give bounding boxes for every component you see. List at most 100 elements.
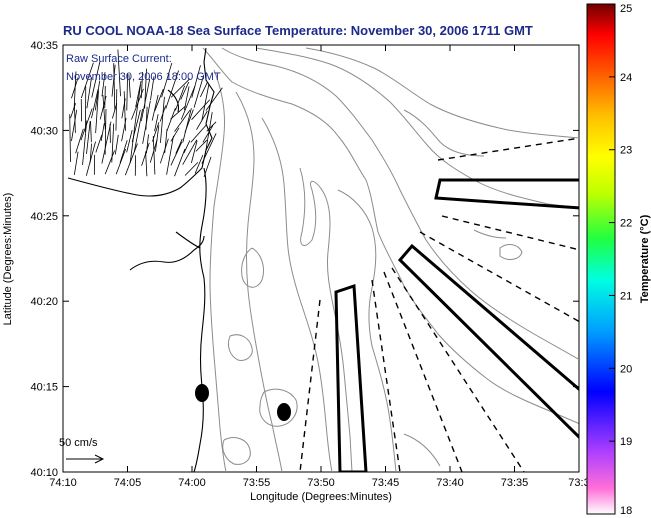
current-vector: [101, 72, 106, 97]
colorbar-tick-label: 24: [620, 72, 632, 84]
current-vector: [86, 121, 91, 155]
current-vector: [175, 138, 183, 154]
current-vector: [101, 121, 112, 164]
x-tick-label: 73:45: [372, 477, 400, 489]
current-vector: [90, 121, 92, 143]
marker-buoy-east[interactable]: [277, 403, 291, 421]
current-vector: [152, 135, 156, 175]
x-tick-label: 74:05: [114, 477, 142, 489]
current-vector: [95, 90, 99, 133]
colorbar: 25 24 23 22 21 20 19 18 Temperature (°C): [586, 3, 651, 517]
current-vector: [174, 85, 185, 111]
current-vector: [191, 65, 201, 98]
x-tick-label: 73:35: [501, 477, 529, 489]
colorbar-scale: [586, 3, 616, 515]
current-vector: [165, 70, 179, 109]
current-vector: [154, 125, 160, 152]
current-vector: [159, 138, 169, 164]
current-vector: [182, 139, 198, 165]
current-vector: [104, 86, 106, 108]
y-axis: 40:35 40:30 40:25 40:20 40:15 40:10: [30, 40, 579, 479]
y-tick-label: 40:10: [30, 467, 58, 479]
y-tick-label: 40:35: [30, 40, 58, 52]
colorbar-label: Temperature (°C): [639, 214, 651, 303]
current-vector: [126, 130, 133, 153]
current-vector: [191, 99, 211, 120]
current-vector: [174, 148, 186, 177]
current-vector: [124, 143, 138, 176]
current-vector: [166, 135, 174, 175]
map-title: RU COOL NOAA-18 Sea Surface Temperature:…: [63, 23, 533, 38]
y-tick-label: 40:30: [30, 125, 58, 137]
x-axis-label: Longitude (Degrees:Minutes): [250, 491, 392, 503]
exclusion-zones: [334, 178, 579, 472]
current-vector: [75, 128, 84, 154]
current-vector: [195, 139, 208, 152]
current-vector: [201, 133, 217, 164]
current-vector: [104, 150, 115, 175]
current-vector: [200, 82, 208, 98]
current-vector: [133, 84, 141, 131]
current-vector: [161, 62, 173, 98]
x-tick-label: 74:00: [178, 477, 206, 489]
current-vector: [206, 121, 217, 132]
map-frame: [62, 44, 580, 473]
bathymetry-contours: [202, 47, 579, 472]
current-vector: [182, 108, 192, 143]
current-vector: [113, 63, 116, 111]
current-vector: [111, 103, 118, 119]
sector-dashes: [299, 137, 579, 472]
current-vector: [115, 89, 118, 131]
current-vector: [184, 162, 199, 176]
current-vector: [203, 156, 212, 178]
current-vector: [115, 148, 127, 175]
current-vector: [204, 112, 213, 154]
zone-south: [334, 283, 368, 472]
current-vector: [91, 60, 101, 98]
current-vector: [205, 87, 223, 111]
current-vector: [154, 88, 164, 111]
current-vector: [128, 74, 131, 98]
current-vector: [190, 124, 207, 143]
current-vectors: [69, 49, 223, 178]
current-vector: [180, 85, 196, 120]
colorbar-tick-label: 25: [620, 3, 632, 15]
vector-scale: 50 cm/s: [59, 437, 105, 464]
current-vector: [133, 108, 144, 153]
current-vector: [86, 77, 93, 109]
current-vector: [73, 151, 79, 176]
current-vector: [170, 141, 183, 166]
current-vector: [121, 118, 127, 142]
current-vector: [194, 154, 204, 174]
current-vector: [151, 94, 159, 121]
current-vector: [71, 109, 78, 142]
current-vector: [170, 78, 191, 98]
current-vector: [114, 134, 119, 155]
current-vector: [117, 49, 121, 97]
current-vector: [69, 114, 71, 163]
x-tick-label: 73:55: [243, 477, 271, 489]
colorbar-tick-label: 20: [620, 363, 632, 375]
current-vector: [73, 71, 77, 109]
current-vector: [196, 110, 208, 130]
current-vector: [183, 140, 191, 154]
coastline: [67, 47, 215, 472]
current-vector: [202, 125, 214, 143]
zone-diagonal: [397, 243, 579, 440]
current-vector: [73, 102, 76, 133]
current-vector: [99, 95, 107, 120]
current-vector: [94, 80, 101, 111]
current-vector: [191, 140, 198, 164]
current-vector: [142, 100, 151, 144]
current-vector: [119, 140, 128, 164]
marker-buoy-west[interactable]: [195, 384, 209, 402]
y-axis-label: Latitude (Degrees:Minutes): [2, 193, 14, 326]
x-tick-label: 74:10: [49, 477, 77, 489]
current-vector: [166, 108, 176, 132]
current-vector: [170, 127, 180, 142]
current-vector: [129, 130, 135, 164]
current-vector: [193, 75, 205, 108]
current-vector: [95, 134, 103, 153]
colorbar-tick-label: 22: [620, 218, 632, 230]
